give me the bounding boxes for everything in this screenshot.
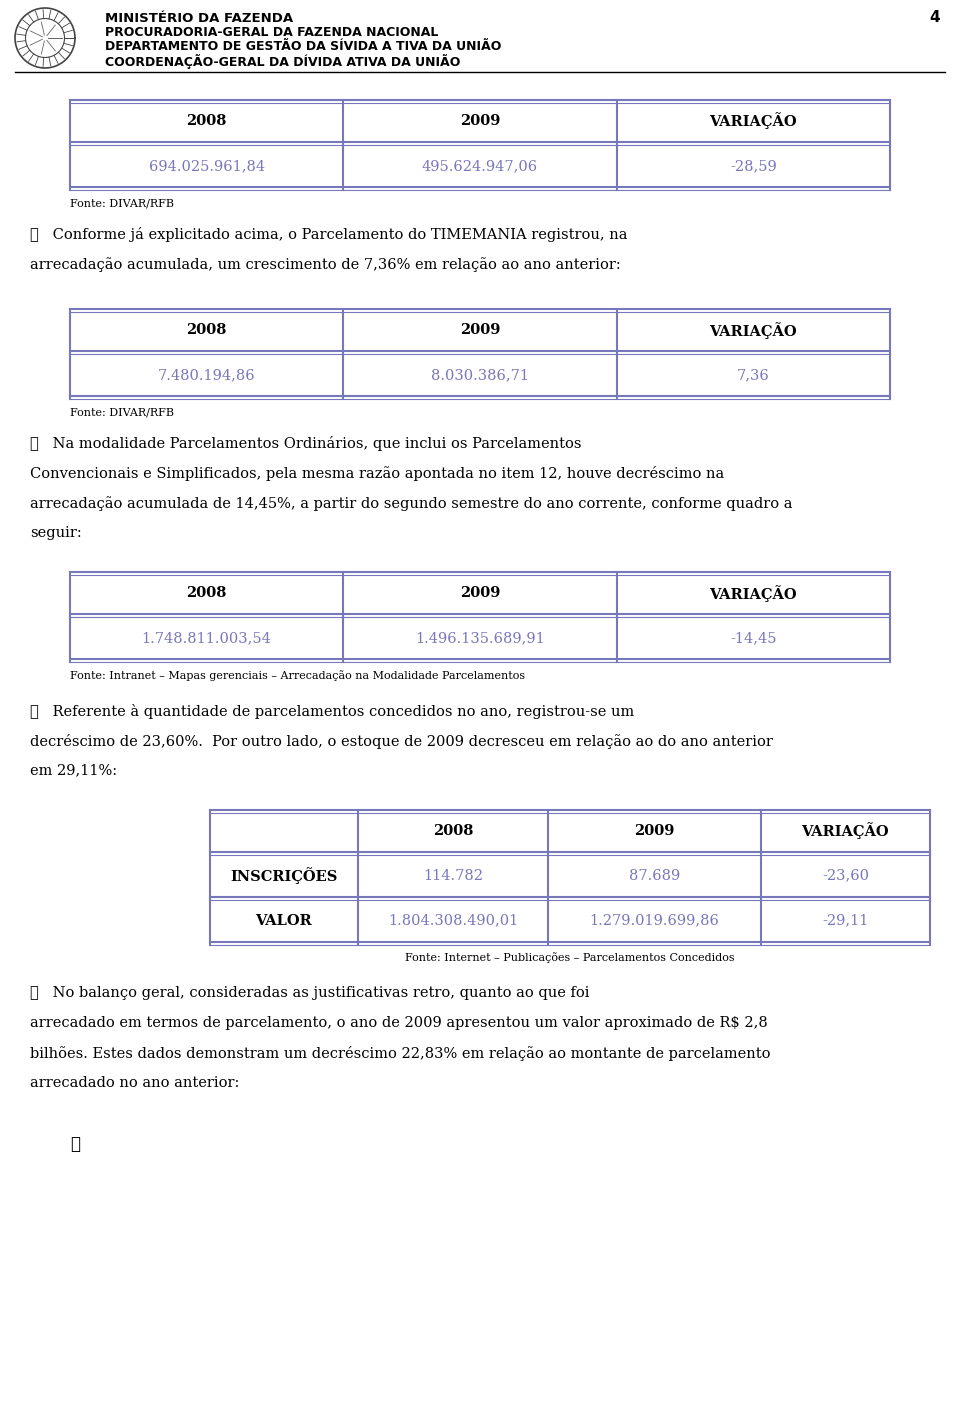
- Text: -28,59: -28,59: [730, 159, 777, 173]
- Text: VARIAÇÃO: VARIAÇÃO: [709, 113, 797, 129]
- Text: 1.496.135.689,91: 1.496.135.689,91: [415, 632, 545, 646]
- Text: 4: 4: [929, 10, 940, 25]
- Text: MINISTÉRIO DA FAZENDA: MINISTÉRIO DA FAZENDA: [105, 13, 293, 25]
- Text: ❖   Referente à quantidade de parcelamentos concedidos no ano, registrou-se um: ❖ Referente à quantidade de parcelamento…: [30, 704, 635, 719]
- Text: 2009: 2009: [460, 587, 500, 601]
- Text: -14,45: -14,45: [731, 632, 777, 646]
- Text: 7.480.194,86: 7.480.194,86: [157, 369, 255, 383]
- Text: ❖   Conforme já explicitado acima, o Parcelamento do TIMEMANIA registrou, na: ❖ Conforme já explicitado acima, o Parce…: [30, 227, 628, 242]
- Text: VARIAÇÃO: VARIAÇÃO: [709, 322, 797, 339]
- Text: COORDENAÇÃO-GERAL DA DÍVIDA ATIVA DA UNIÃO: COORDENAÇÃO-GERAL DA DÍVIDA ATIVA DA UNI…: [105, 53, 461, 69]
- Text: 2008: 2008: [186, 324, 227, 338]
- Text: 2009: 2009: [635, 823, 675, 837]
- Text: decréscimo de 23,60%.  Por outro lado, o estoque de 2009 decresceu em relação ao: decréscimo de 23,60%. Por outro lado, o …: [30, 733, 773, 749]
- Text: 87.689: 87.689: [629, 868, 681, 882]
- Text: VARIAÇÃO: VARIAÇÃO: [709, 585, 797, 602]
- Text: DEPARTAMENTO DE GESTÃO DA SÍVIDA A TIVA DA UNIÃO: DEPARTAMENTO DE GESTÃO DA SÍVIDA A TIVA …: [105, 39, 501, 53]
- Text: 8.030.386,71: 8.030.386,71: [431, 369, 529, 383]
- Text: VALOR: VALOR: [255, 913, 312, 927]
- Text: 2008: 2008: [186, 587, 227, 601]
- Text: Convencionais e Simplificados, pela mesma razão apontada no item 12, houve decré: Convencionais e Simplificados, pela mesm…: [30, 466, 724, 481]
- Text: bilhões. Estes dados demonstram um decréscimo 22,83% em relação ao montante de p: bilhões. Estes dados demonstram um decré…: [30, 1045, 771, 1061]
- Text: PROCURADORIA-GERAL DA FAZENDA NACIONAL: PROCURADORIA-GERAL DA FAZENDA NACIONAL: [105, 25, 439, 39]
- Text: VARIAÇÃO: VARIAÇÃO: [802, 822, 889, 839]
- Text: 694.025.961,84: 694.025.961,84: [149, 159, 265, 173]
- Text: Fonte: Internet – Publicações – Parcelamentos Concedidos: Fonte: Internet – Publicações – Parcelam…: [405, 953, 734, 964]
- Text: INSCRIÇÕES: INSCRIÇÕES: [230, 867, 338, 884]
- Text: arrecadação acumulada de 14,45%, a partir do segundo semestre do ano corrente, c: arrecadação acumulada de 14,45%, a parti…: [30, 497, 793, 511]
- Text: 2009: 2009: [460, 114, 500, 128]
- Text: 2008: 2008: [433, 823, 473, 837]
- Text: ❖   Na modalidade Parcelamentos Ordinários, que inclui os Parcelamentos: ❖ Na modalidade Parcelamentos Ordinários…: [30, 436, 582, 452]
- Text: 2009: 2009: [460, 324, 500, 338]
- Text: em 29,11%:: em 29,11%:: [30, 764, 117, 778]
- Text: 1.804.308.490,01: 1.804.308.490,01: [388, 913, 518, 927]
- Text: seguir:: seguir:: [30, 526, 82, 540]
- Text: arrecadado em termos de parcelamento, o ano de 2009 apresentou um valor aproxima: arrecadado em termos de parcelamento, o …: [30, 1016, 768, 1030]
- Text: arrecadado no ano anterior:: arrecadado no ano anterior:: [30, 1076, 239, 1090]
- Text: 1.279.019.699,86: 1.279.019.699,86: [589, 913, 720, 927]
- Text: ❖   No balanço geral, consideradas as justificativas retro, quanto ao que foi: ❖ No balanço geral, consideradas as just…: [30, 986, 589, 1000]
- Text: -23,60: -23,60: [822, 868, 869, 882]
- Text: Fonte: DIVAR/RFB: Fonte: DIVAR/RFB: [70, 407, 174, 418]
- Text: 2008: 2008: [186, 114, 227, 128]
- Text: ❖: ❖: [70, 1135, 80, 1152]
- Text: -29,11: -29,11: [822, 913, 869, 927]
- Text: 114.782: 114.782: [423, 868, 483, 882]
- Text: 1.748.811.003,54: 1.748.811.003,54: [142, 632, 272, 646]
- Text: Fonte: DIVAR/RFB: Fonte: DIVAR/RFB: [70, 198, 174, 208]
- Text: 495.624.947,06: 495.624.947,06: [422, 159, 538, 173]
- Text: arrecadação acumulada, um crescimento de 7,36% em relação ao ano anterior:: arrecadação acumulada, um crescimento de…: [30, 257, 621, 272]
- Text: Fonte: Intranet – Mapas gerenciais – Arrecadação na Modalidade Parcelamentos: Fonte: Intranet – Mapas gerenciais – Arr…: [70, 670, 525, 681]
- Text: 7,36: 7,36: [737, 369, 770, 383]
